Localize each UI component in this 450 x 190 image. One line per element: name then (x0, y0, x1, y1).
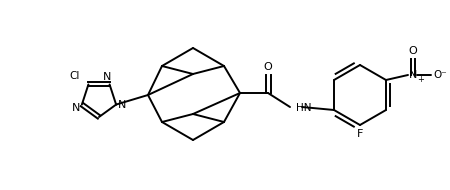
Text: O: O (409, 46, 417, 56)
Text: N: N (72, 103, 80, 112)
Text: N: N (118, 100, 126, 110)
Text: HN: HN (296, 103, 311, 113)
Text: O: O (264, 62, 272, 72)
Text: N: N (409, 70, 417, 80)
Text: Cl: Cl (69, 71, 80, 82)
Text: O⁻: O⁻ (433, 70, 447, 80)
Text: +: + (418, 75, 424, 85)
Text: F: F (357, 129, 363, 139)
Text: N: N (103, 72, 111, 82)
